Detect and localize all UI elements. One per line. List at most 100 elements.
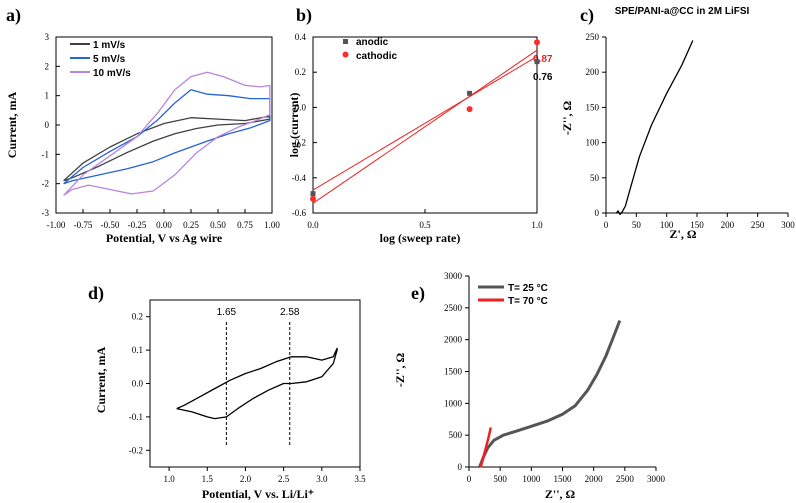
panel-d-x-tick-label: 1.0 [163,474,175,484]
panel-a-frame [55,36,273,214]
legend-label-anodic: anodic [356,37,389,48]
panel-b-frame [312,36,538,214]
panel-e-y-tick-label: 0 [458,462,463,472]
panel-c-plot-area [615,40,694,216]
panel-a-x-tick-label: 0.00 [156,220,172,230]
panel-a-ylabel: Current, mA [5,91,19,158]
panel-a-x-tick-label: 0.75 [237,220,253,230]
panel-b-axes: 0.0 0.5 1.0 -0.6 -0.4 -0.2 0.0 0.2 0.4 [292,32,543,230]
panel-c-y-tick-label: 200 [586,67,600,77]
panel-c-x-tick-label: 250 [751,220,765,230]
panel-e-x-tick-label: 2000 [585,474,604,484]
panel-c-x-tick-label: 200 [721,220,735,230]
panel-c-y-tick-label: 0 [595,208,600,218]
panel-b-x-tick-label: 0.5 [419,220,431,230]
panel-d-x-tick-label: 2.0 [240,474,252,484]
panel-c-y-tick-label: 150 [586,102,600,112]
panel-e-y-tick-label: 500 [449,430,463,440]
panel-d: d) Current, mA Potential, V vs. Li/Li⁺ [88,283,314,501]
slope-label-anodic: 0.76 [533,72,553,83]
data-point-anodic [467,90,473,96]
panel-c-label: c) [580,5,594,26]
data-point-anodic [310,191,316,197]
panel-b-y-tick-label: -0.4 [292,173,307,183]
panel-a-x-tick-label: -0.25 [128,220,147,230]
data-point-anodic [534,59,540,65]
legend-label-cathodic: cathodic [356,51,398,62]
panel-a-axes: -1.00 -0.75 -0.50 -0.25 0.00 0.25 0.50 0.75 1.00… [42,32,281,230]
panel-a: a) Current, mA Potential, V vs Ag wire 1… [5,5,223,245]
panel-a-label: a) [6,5,21,26]
panel-b-y-tick-label: 0.0 [295,102,307,112]
series-line-e-1 [479,427,493,468]
panel-e-x-tick-label: 0 [467,474,472,484]
panel-d-y-tick-label: 0.0 [132,379,144,389]
panel-e-y-tick-label: 1500 [444,367,463,377]
panel-d-label: d) [88,283,104,304]
panel-e-axes: 0 500 1000 1500 2000 2500 3000 0 500 1000 1500 2000… [444,271,666,484]
panel-e-legend: T= 25 °C T= 70 °C [478,283,548,307]
panel-b: b) log (current) log (sweep rate) anodic… [287,5,553,245]
series-line-e-0 [478,320,622,468]
panel-d-y-tick-label: -0.1 [129,412,143,422]
panel-b-plot-area [310,39,540,204]
panel-a-y-tick-label: 1 [45,91,50,101]
panel-d-x-tick-label: 2.5 [278,474,290,484]
legend-label-10mv: 10 mV/s [93,68,131,79]
panel-d-y-tick-label: 0.2 [132,312,143,322]
data-point-cathodic [534,39,540,46]
panel-c-axes: 0 50 100 150 200 250 300 0 50 100 150 200 250 [586,32,796,230]
panel-a-x-tick-label: -1.00 [47,220,66,230]
panel-e: e) -Z'', Ω Z'', Ω T= 25 °C T= 70 °C [393,283,576,501]
panel-d-x-tick-label: 1.5 [202,474,214,484]
panel-a-x-tick-label: 1.00 [264,220,280,230]
panel-e-x-tick-label: 1500 [554,474,573,484]
panel-b-y-tick-label: 0.2 [295,67,306,77]
panel-c-x-tick-label: 150 [690,220,704,230]
panel-a-xlabel: Potential, V vs Ag wire [106,231,223,245]
panel-a-y-tick-label: 0 [45,120,50,130]
panel-b-legend: anodic cathodic [342,37,398,62]
panel-b-y-tick-label: -0.2 [292,138,306,148]
panel-c-x-tick-label: 300 [781,220,795,230]
legend-label-70c: T= 70 °C [508,296,548,307]
panel-d-ylabel: Current, mA [94,346,108,413]
panel-c: c) SPE/PANI-a@CC in 2M LiFSI -Z'', Ω Z',… [560,5,750,241]
panel-a-x-tick-label: 0.25 [183,220,199,230]
legend-marker-anodic [343,39,348,44]
panel-e-x-tick-label: 2500 [616,474,635,484]
panel-a-y-tick-label: -2 [42,179,50,189]
legend-label-25c: T= 25 °C [508,283,548,294]
panel-b-x-tick-label: 0.0 [307,220,319,230]
panel-c-y-tick-label: 100 [586,138,600,148]
panel-a-y-tick-label: 3 [45,32,50,42]
series-line-a-0 [63,115,271,182]
annotation-label-0: 1.65 [217,307,237,318]
panel-a-y-tick-label: 2 [45,61,50,71]
panel-c-x-tick-label: 50 [632,220,642,230]
data-point-cathodic [310,195,316,202]
series-line-d-0 [176,347,338,420]
fit-line-cathodic [312,49,538,204]
panel-e-xlabel: Z'', Ω [545,487,576,501]
panel-c-ylabel: -Z'', Ω [560,100,574,135]
panel-a-y-tick-label: -3 [42,208,50,218]
panel-d-y-tick-label: 0.1 [132,345,143,355]
panel-a-plot-area [63,71,271,196]
panel-d-axes: 1.0 1.5 2.0 2.5 3.0 3.5 -0.2 -0.1 0.0 0.1 0.2 [129,299,366,484]
panel-d-plot-area: 1.65 2.58 [176,307,338,447]
panel-d-xlabel: Potential, V vs. Li/Li⁺ [202,487,314,501]
fit-line-anodic [312,55,538,191]
series-line-c-0 [615,40,694,216]
panel-e-plot-area [478,320,622,468]
panel-e-x-tick-label: 3000 [647,474,666,484]
panel-e-y-tick-label: 2500 [444,303,463,313]
panel-c-x-tick-label: 100 [660,220,674,230]
panel-e-ylabel: -Z'', Ω [393,352,407,387]
annotation-label-1: 2.58 [280,307,300,318]
panel-b-label: b) [296,5,312,26]
panel-e-y-tick-label: 3000 [444,271,463,281]
panel-e-y-tick-label: 2000 [444,335,463,345]
legend-marker-cathodic [342,51,349,58]
panel-a-y-tick-label: -1 [42,149,50,159]
